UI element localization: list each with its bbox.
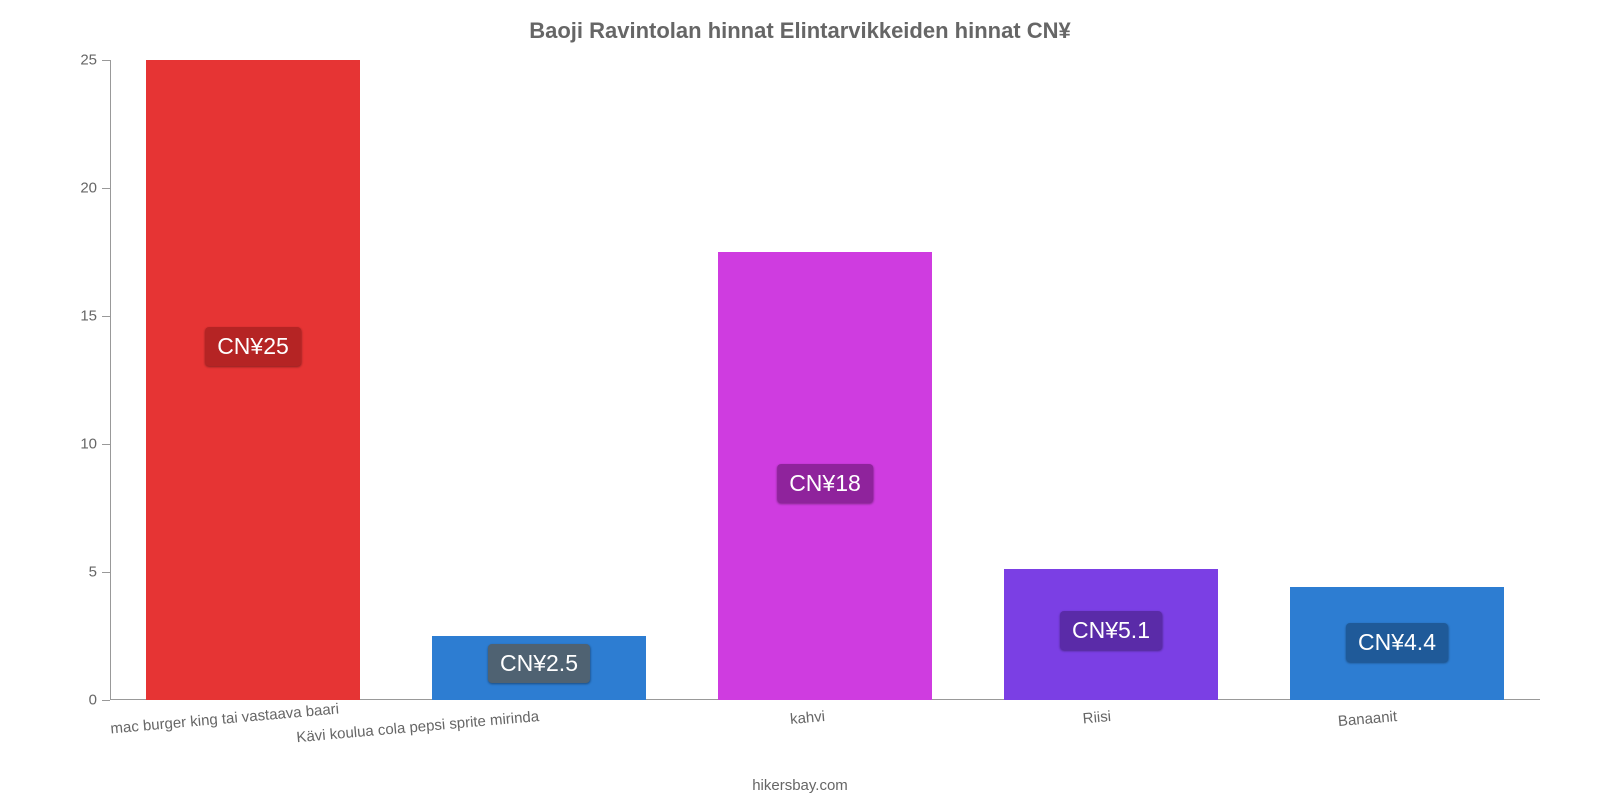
y-tick-label: 15 [55,308,97,325]
bar-slot: CN¥2.5 [432,60,647,700]
value-badge: CN¥4.4 [1346,623,1448,662]
bar-slot: CN¥18 [718,60,933,700]
value-badge: CN¥5.1 [1060,611,1162,650]
y-tick [102,700,110,701]
y-tick-label: 25 [55,52,97,69]
bar-slot: CN¥4.4 [1290,60,1505,700]
value-badge: CN¥2.5 [488,644,590,683]
y-tick-label: 5 [55,564,97,581]
bar [146,60,361,700]
chart-container: Baoji Ravintolan hinnat Elintarvikkeiden… [0,0,1600,800]
bars-group: CN¥25 CN¥2.5 CN¥18 CN¥5.1 CN¥4.4 [110,60,1540,700]
attribution-text: hikersbay.com [0,777,1600,794]
y-tick [102,316,110,317]
y-tick-label: 10 [55,436,97,453]
x-tick-label: mac burger king tai vastaava baari [110,708,254,737]
bar-slot: CN¥25 [146,60,361,700]
x-labels-group: mac burger king tai vastaava baariKävi k… [110,700,1540,770]
y-tick [102,572,110,573]
plot-area: CN¥25CN¥2.5CN¥18CN¥5.1CN¥4.4 0510152025 [110,60,1540,700]
chart-title: Baoji Ravintolan hinnat Elintarvikkeiden… [0,18,1600,44]
y-tick-label: 0 [55,692,97,709]
y-tick [102,188,110,189]
y-tick [102,444,110,445]
bar-slot: CN¥5.1 [1004,60,1219,700]
y-tick [102,60,110,61]
value-badge: CN¥25 [205,327,301,366]
y-tick-label: 20 [55,180,97,197]
value-badge: CN¥18 [777,464,873,503]
